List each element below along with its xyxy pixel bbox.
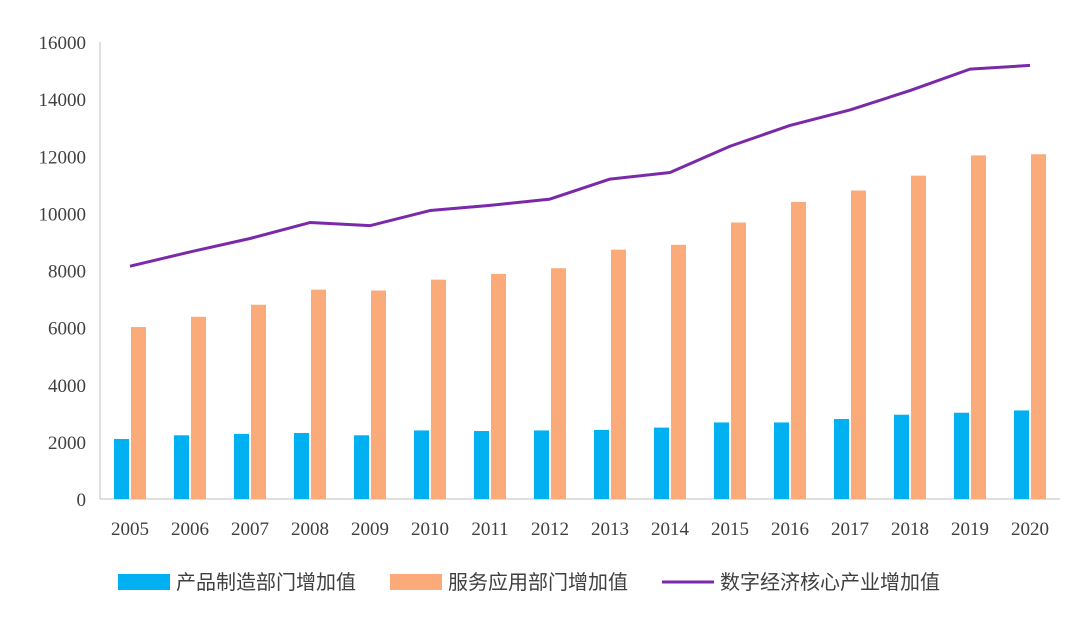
x-tick-label: 2013 xyxy=(591,519,629,540)
bar-series-1 xyxy=(191,316,206,499)
y-axis: 0 2000 4000 6000 8000 10000 12000 14000 16000 xyxy=(39,33,101,511)
bar-series-1 xyxy=(491,273,506,499)
bar-series-0 xyxy=(714,422,729,499)
x-tick-label: 2011 xyxy=(471,519,508,540)
y-tick-label: 12000 xyxy=(39,147,87,168)
bar-series-0 xyxy=(894,414,909,499)
x-tick-label: 2012 xyxy=(531,519,569,540)
x-tick-label: 2007 xyxy=(231,519,269,540)
bar-series-0 xyxy=(654,427,669,499)
bar-series-0 xyxy=(114,439,129,499)
y-tick-label: 10000 xyxy=(39,204,87,225)
bar-series-1 xyxy=(971,155,986,499)
bars xyxy=(114,154,1046,500)
bar-series-0 xyxy=(1014,410,1029,499)
x-tick-label: 2016 xyxy=(771,519,809,540)
bar-series-1 xyxy=(791,201,806,499)
bar-series-0 xyxy=(174,435,189,499)
bar-series-0 xyxy=(414,430,429,499)
bar-series-0 xyxy=(774,422,789,499)
bar-series-1 xyxy=(851,190,866,499)
y-tick-label: 16000 xyxy=(39,33,87,54)
x-tick-label: 2015 xyxy=(711,519,749,540)
legend-label: 数字经济核心产业增加值 xyxy=(720,570,940,594)
bar-series-0 xyxy=(294,433,309,499)
legend-swatch xyxy=(390,574,442,590)
x-tick-label: 2009 xyxy=(351,519,389,540)
bar-series-1 xyxy=(731,222,746,499)
y-tick-label: 14000 xyxy=(39,90,87,111)
bar-series-0 xyxy=(834,419,849,499)
bar-series-0 xyxy=(234,433,249,499)
x-tick-label: 2010 xyxy=(411,519,449,540)
x-tick-label: 2019 xyxy=(951,519,989,540)
lines xyxy=(129,63,1031,268)
bar-series-0 xyxy=(594,429,609,499)
line-series-2 xyxy=(129,63,1031,268)
legend-label: 服务应用部门增加值 xyxy=(448,570,628,594)
x-tick-label: 2005 xyxy=(111,519,149,540)
y-tick-label: 8000 xyxy=(48,262,86,283)
x-tick-label: 2008 xyxy=(291,519,329,540)
x-tick-label: 2017 xyxy=(831,519,869,540)
bar-series-0 xyxy=(474,431,489,499)
bar-series-1 xyxy=(311,289,326,499)
legend-swatch xyxy=(118,574,170,590)
bar-series-1 xyxy=(131,327,146,499)
y-tick-label: 4000 xyxy=(48,376,86,397)
bar-series-1 xyxy=(371,290,386,499)
x-axis: 2005 2006 2007 2008 2009 2010 2011 2012 2013 2014… xyxy=(100,498,1060,540)
bar-series-1 xyxy=(611,249,626,499)
bar-series-1 xyxy=(911,175,926,500)
legend-label: 产品制造部门增加值 xyxy=(176,570,356,594)
bar-series-0 xyxy=(954,412,969,499)
bar-series-1 xyxy=(1031,154,1046,500)
bar-series-1 xyxy=(551,268,566,499)
bar-series-1 xyxy=(431,279,446,499)
bar-series-0 xyxy=(354,435,369,499)
x-tick-label: 2014 xyxy=(651,519,690,540)
legend: 产品制造部门增加值 服务应用部门增加值 数字经济核心产业增加值 xyxy=(118,570,940,594)
x-tick-label: 2018 xyxy=(891,519,929,540)
bar-series-0 xyxy=(534,430,549,499)
bar-series-1 xyxy=(671,244,686,499)
x-tick-label: 2020 xyxy=(1011,519,1049,540)
y-tick-label: 2000 xyxy=(48,433,86,454)
y-tick-label: 6000 xyxy=(48,319,86,340)
x-tick-label: 2006 xyxy=(171,519,209,540)
y-tick-label: 0 xyxy=(77,490,87,511)
bar-series-1 xyxy=(251,304,266,499)
